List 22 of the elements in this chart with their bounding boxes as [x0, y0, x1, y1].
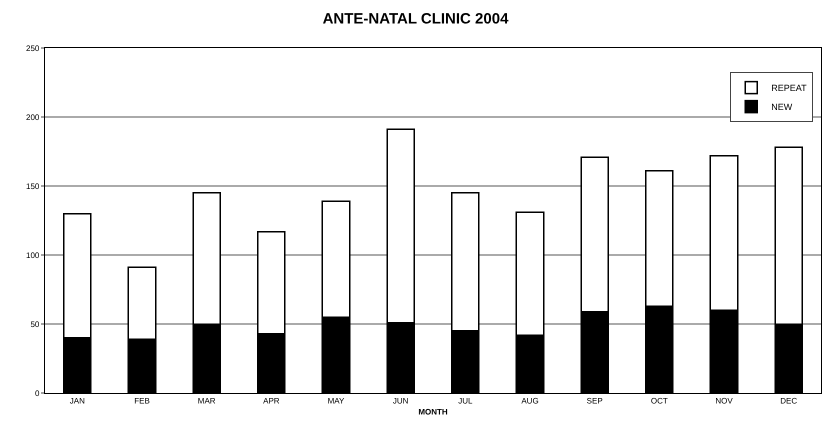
- x-tick-label: DEC: [780, 396, 798, 406]
- x-tick-label: JUL: [458, 396, 473, 406]
- x-tick-label: FEB: [134, 396, 150, 406]
- x-tick-label: JUN: [392, 396, 409, 406]
- y-tick-label: 50: [30, 320, 40, 329]
- x-tick-label: SEP: [586, 396, 603, 406]
- legend-label: REPEAT: [771, 83, 808, 94]
- x-tick-label: NOV: [715, 396, 734, 406]
- x-tick-label: MAR: [198, 396, 216, 406]
- x-tick-label: JAN: [70, 396, 86, 406]
- x-tick-label: APR: [263, 396, 280, 406]
- x-tick-label: OCT: [650, 396, 668, 406]
- y-tick-label: 200: [26, 112, 40, 122]
- y-tick-label: 100: [26, 250, 40, 260]
- y-tick-label: 0: [34, 388, 40, 398]
- y-tick-label: 250: [26, 44, 40, 53]
- x-tick-label: AUG: [521, 396, 539, 406]
- y-tick-label: 150: [26, 182, 40, 191]
- x-tick-label: MAY: [328, 396, 346, 406]
- x-axis-title: MONTH: [418, 408, 448, 417]
- chart-title: ANTE-NATAL CLINIC 2004: [322, 10, 510, 28]
- legend-label: NEW: [771, 102, 793, 112]
